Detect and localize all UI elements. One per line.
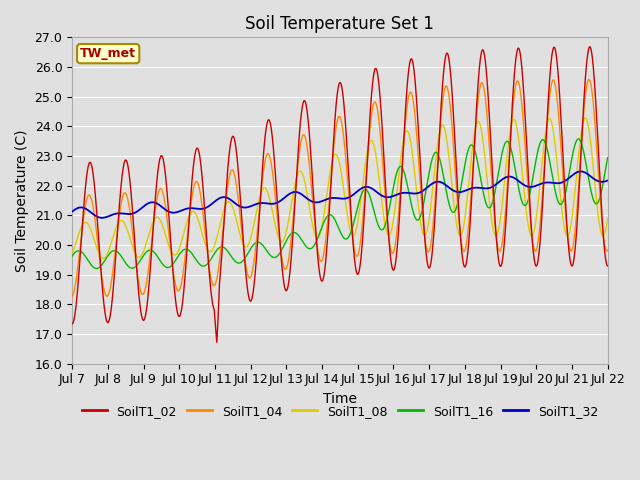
Title: Soil Temperature Set 1: Soil Temperature Set 1 — [246, 15, 435, 33]
Legend: SoilT1_02, SoilT1_04, SoilT1_08, SoilT1_16, SoilT1_32: SoilT1_02, SoilT1_04, SoilT1_08, SoilT1_… — [77, 400, 604, 423]
Y-axis label: Soil Temperature (C): Soil Temperature (C) — [15, 129, 29, 272]
Text: TW_met: TW_met — [80, 47, 136, 60]
X-axis label: Time: Time — [323, 392, 357, 406]
